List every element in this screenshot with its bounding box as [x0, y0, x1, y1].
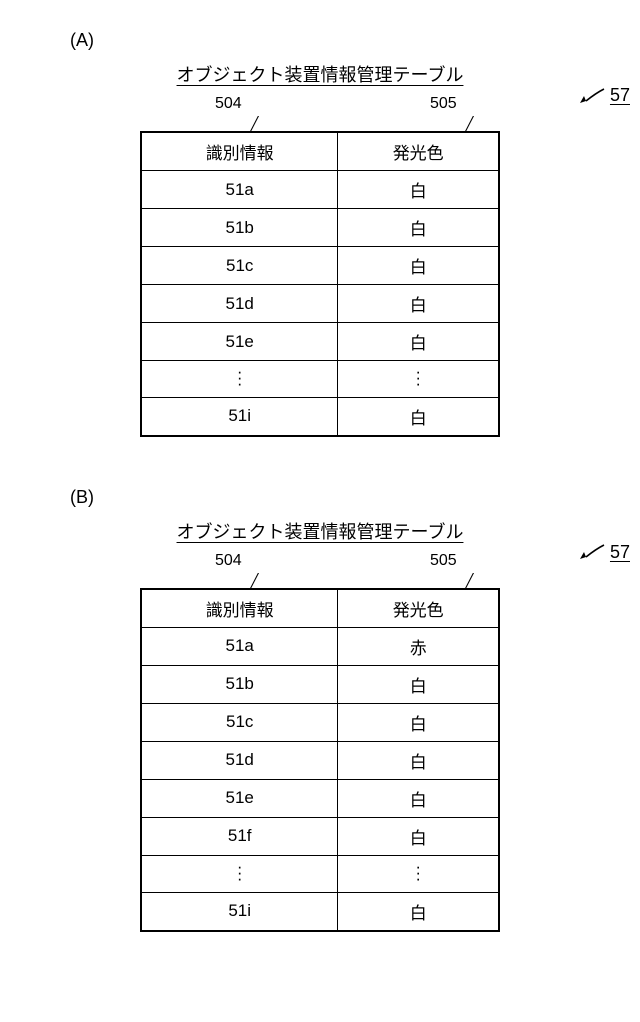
cell-color: 白 [338, 703, 499, 741]
table-row: 51d白 [141, 285, 499, 323]
table-a: 識別情報 発光色 51a白 51b白 51c白 51d白 51e白 ······… [140, 131, 500, 437]
cell-color: 白 [338, 171, 499, 209]
cell-ellipsis: ··· [141, 855, 338, 892]
cell-id: 51e [141, 779, 338, 817]
col2-tick-icon: ╱ [465, 574, 473, 588]
section-b-ref: 57 [578, 542, 630, 563]
cell-id: 51e [141, 323, 338, 361]
cell-color: 白 [338, 779, 499, 817]
table-row: 51i白 [141, 397, 499, 436]
header-id: 識別情報 [141, 132, 338, 171]
section-b-col-annotations: 504 ╱ 505 ╱ [140, 552, 500, 588]
cell-id: 51d [141, 741, 338, 779]
cell-ellipsis: ··· [338, 361, 499, 398]
section-a-ref-num: 57 [610, 85, 630, 106]
cell-color: 白 [338, 323, 499, 361]
col2-tick-icon: ╱ [465, 117, 473, 131]
header-color: 発光色 [338, 589, 499, 628]
col1-annotation: 504 [215, 95, 242, 113]
cell-color: 白 [338, 285, 499, 323]
cell-color: 白 [338, 817, 499, 855]
cell-color: 赤 [338, 627, 499, 665]
section-b-ref-num: 57 [610, 542, 630, 563]
cell-color: 白 [338, 209, 499, 247]
col1-tick-icon: ╱ [250, 117, 258, 131]
cell-ellipsis: ··· [338, 855, 499, 892]
cell-id: 51d [141, 285, 338, 323]
cell-id: 51b [141, 209, 338, 247]
section-a: (A) オブジェクト装置情報管理テーブル 57 504 ╱ 505 ╱ 識別情報… [40, 30, 600, 437]
section-a-title: オブジェクト装置情報管理テーブル [40, 61, 600, 87]
page-root: (A) オブジェクト装置情報管理テーブル 57 504 ╱ 505 ╱ 識別情報… [0, 0, 640, 1022]
cell-id: 51b [141, 665, 338, 703]
cell-id: 51i [141, 397, 338, 436]
col1-tick-icon: ╱ [250, 574, 258, 588]
cell-id: 51a [141, 627, 338, 665]
cell-color: 白 [338, 892, 499, 931]
cell-id: 51a [141, 171, 338, 209]
cell-color: 白 [338, 741, 499, 779]
table-header-row: 識別情報 発光色 [141, 589, 499, 628]
header-id: 識別情報 [141, 589, 338, 628]
table-row: 51i白 [141, 892, 499, 931]
arrow-icon [578, 87, 606, 105]
section-a-col-annotations: 504 ╱ 505 ╱ [140, 95, 500, 131]
cell-color: 白 [338, 397, 499, 436]
col2-annotation: 505 [430, 95, 457, 113]
table-row-ellipsis: ······ [141, 855, 499, 892]
section-a-label: (A) [70, 30, 600, 51]
col2-annotation: 505 [430, 552, 457, 570]
table-row: 51c白 [141, 703, 499, 741]
table-b-body: 51a赤 51b白 51c白 51d白 51e白 51f白 ······ 51i… [141, 627, 499, 930]
cell-ellipsis: ··· [141, 361, 338, 398]
table-row: 51d白 [141, 741, 499, 779]
arrow-icon [578, 543, 606, 561]
section-a-ref: 57 [578, 85, 630, 106]
table-b: 識別情報 発光色 51a赤 51b白 51c白 51d白 51e白 51f白 ·… [140, 588, 500, 932]
cell-color: 白 [338, 665, 499, 703]
table-row: 51e白 [141, 779, 499, 817]
cell-id: 51c [141, 703, 338, 741]
table-row-ellipsis: ······ [141, 361, 499, 398]
table-row: 51c白 [141, 247, 499, 285]
section-b: (B) オブジェクト装置情報管理テーブル 57 504 ╱ 505 ╱ 識別情報… [40, 487, 600, 932]
header-color: 発光色 [338, 132, 499, 171]
table-row: 51a白 [141, 171, 499, 209]
cell-color: 白 [338, 247, 499, 285]
table-a-body: 51a白 51b白 51c白 51d白 51e白 ······ 51i白 [141, 171, 499, 436]
table-row: 51f白 [141, 817, 499, 855]
table-row: 51a赤 [141, 627, 499, 665]
table-row: 51b白 [141, 209, 499, 247]
cell-id: 51f [141, 817, 338, 855]
table-row: 51b白 [141, 665, 499, 703]
table-header-row: 識別情報 発光色 [141, 132, 499, 171]
col1-annotation: 504 [215, 552, 242, 570]
cell-id: 51c [141, 247, 338, 285]
table-row: 51e白 [141, 323, 499, 361]
cell-id: 51i [141, 892, 338, 931]
section-b-title: オブジェクト装置情報管理テーブル [40, 518, 600, 544]
section-b-label: (B) [70, 487, 600, 508]
